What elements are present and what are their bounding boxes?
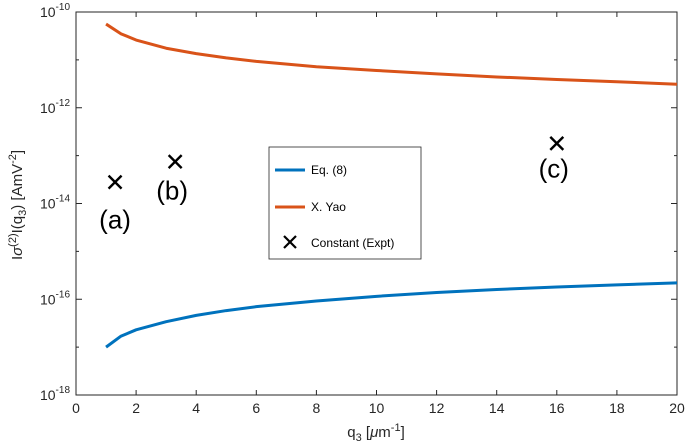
data-point-x-marker	[167, 154, 183, 169]
x-tick-label: 18	[609, 400, 625, 416]
y-axis-label: Iσ(2)I(q3) [AmV-2]	[7, 150, 29, 260]
x-tick-label: 8	[313, 400, 321, 416]
x-tick-label: 2	[132, 400, 140, 416]
y-axis-ticks: 10-10 10-12 10-14 10-16 10-18	[40, 2, 677, 403]
x-tick-label: 4	[192, 400, 200, 416]
x-tick-label: 6	[252, 400, 260, 416]
y-tick-label: 10-18	[40, 385, 70, 403]
y-tick-label: 10-16	[40, 289, 70, 307]
x-tick-label: 10	[369, 400, 385, 416]
annotation-label: (c)	[539, 153, 569, 183]
series-line-0	[105, 281, 678, 349]
annotation-label: (b)	[156, 176, 188, 206]
legend-label-xyao: X. Yao	[311, 200, 346, 214]
x-tick-label: 16	[549, 400, 565, 416]
legend-label-expt: Constant (Expt)	[311, 236, 394, 250]
data-point-x-marker	[549, 136, 565, 151]
legend-label-eq8: Eq. (8)	[311, 163, 347, 177]
y-tick-label: 10-10	[40, 2, 70, 20]
data-point-x-marker	[107, 174, 123, 190]
y-tick-label: 10-14	[40, 194, 70, 212]
x-tick-label: 20	[669, 400, 685, 416]
x-tick-label: 0	[72, 400, 80, 416]
legend-box	[268, 146, 422, 260]
x-tick-label: 14	[489, 400, 505, 416]
x-tick-label: 12	[429, 400, 445, 416]
x-axis-label: q3 [μm-1]	[347, 422, 404, 443]
series-line-1	[105, 22, 678, 86]
series-layer	[105, 22, 678, 349]
legend: Eq. (8) X. Yao Constant (Expt)	[268, 146, 422, 260]
annotation-layer: (a) (b) (c)	[99, 153, 569, 234]
x-axis-ticks: 0 2 4 6 8 10 12 14 16 18 20	[72, 12, 685, 416]
y-tick-label: 10-12	[40, 98, 70, 116]
legend-swatch-expt	[283, 235, 297, 249]
annotation-label: (a)	[99, 205, 131, 235]
